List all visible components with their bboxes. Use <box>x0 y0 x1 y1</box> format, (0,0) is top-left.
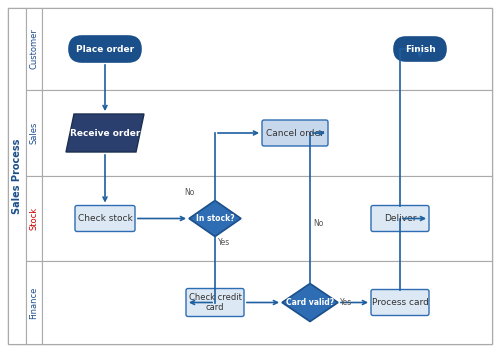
Bar <box>26 8 42 90</box>
Text: No: No <box>313 219 324 228</box>
Bar <box>26 261 42 344</box>
Bar <box>42 90 492 176</box>
Text: Finance: Finance <box>30 286 38 319</box>
FancyBboxPatch shape <box>69 36 141 62</box>
Text: Yes: Yes <box>218 238 230 247</box>
Polygon shape <box>282 283 338 321</box>
Bar <box>42 261 492 344</box>
Polygon shape <box>66 114 144 152</box>
Text: Customer: Customer <box>30 29 38 69</box>
Text: Sales: Sales <box>30 122 38 144</box>
Text: Yes: Yes <box>340 298 352 307</box>
Bar <box>42 8 492 90</box>
FancyBboxPatch shape <box>262 120 328 146</box>
Text: Card valid?: Card valid? <box>286 298 334 307</box>
Text: Place order: Place order <box>76 44 134 54</box>
Text: Stock: Stock <box>30 207 38 230</box>
Text: Finish: Finish <box>404 44 436 54</box>
FancyBboxPatch shape <box>371 289 429 315</box>
Bar <box>8 8 26 344</box>
Text: Check credit
card: Check credit card <box>188 293 242 312</box>
Text: Check stock: Check stock <box>78 214 132 223</box>
Text: Deliver: Deliver <box>384 214 416 223</box>
Bar <box>26 90 42 176</box>
Text: Process card: Process card <box>372 298 428 307</box>
Text: Sales Process: Sales Process <box>12 138 22 214</box>
FancyBboxPatch shape <box>75 206 135 232</box>
Text: In stock?: In stock? <box>196 214 234 223</box>
FancyBboxPatch shape <box>394 37 446 61</box>
Text: Receive order: Receive order <box>70 128 140 138</box>
Polygon shape <box>189 201 241 237</box>
Text: No: No <box>184 188 195 197</box>
FancyBboxPatch shape <box>371 206 429 232</box>
Text: Cancel order: Cancel order <box>266 128 324 138</box>
Bar <box>42 176 492 261</box>
Bar <box>26 176 42 261</box>
FancyBboxPatch shape <box>186 289 244 316</box>
